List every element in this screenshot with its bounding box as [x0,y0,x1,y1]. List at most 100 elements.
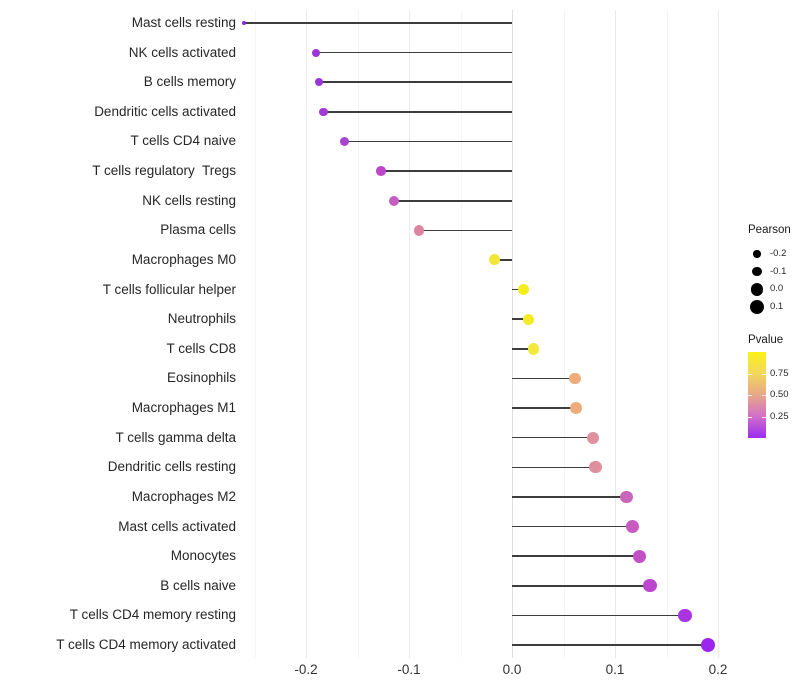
gridline-major [615,10,616,658]
y-axis-label: Macrophages M0 [131,251,236,267]
zero-gridline [512,10,513,658]
y-axis-label: NK cells activated [128,44,236,60]
y-axis-label: Mast cells activated [118,518,236,534]
y-axis-label: B cells naive [160,577,236,593]
gridline-minor [460,10,462,658]
y-axis-label: Eosinophils [166,370,236,386]
y-axis-label: T cells CD4 memory activated [56,637,236,653]
lollipop-stem [381,170,512,172]
lollipop-stem [512,407,576,409]
lollipop-stem [316,51,512,54]
size-legend-dot [750,283,764,296]
gridline-minor [357,10,359,658]
colorbar-tick-label: 0.75 [770,367,789,379]
lollipop-dot [587,431,600,444]
lollipop-stem [494,259,512,261]
lollipop-dot [319,107,328,117]
lollipop-stem [512,496,627,498]
colorbar-tick-mark [762,416,766,418]
lollipop-dot [522,313,535,325]
lollipop-stem [512,377,575,380]
size-legend-label: 0.1 [770,301,784,313]
gridline-major [306,10,307,658]
lollipop-stem [512,466,596,469]
size-legend-label: -0.2 [770,248,787,259]
lollipop-dot [626,520,639,533]
colorbar-tick-mark [748,416,752,418]
legend: Pearson -0.2 -0.1 0.0 0.1 Pvalue 0.75 0.50 0.… [740,218,800,458]
y-axis-label: T cells follicular helper [102,281,236,297]
lollipop-dot [527,343,540,355]
lollipop-dot [312,48,321,57]
y-axis-label: T cells CD4 memory resting [69,607,236,623]
x-axis-tick-label: 0.0 [502,662,522,677]
x-axis-tick-label: -0.1 [397,662,421,677]
lollipop-dot [242,20,247,26]
y-axis-label: B cells memory [143,74,236,90]
lollipop-dot [620,490,633,504]
lollipop-dot [339,136,349,147]
colorbar-tick-mark [748,395,752,396]
y-axis-label: Plasma cells [160,222,236,238]
pvalue-colorbar [748,352,766,438]
lollipop-dot [700,637,715,653]
lollipop-stem [319,81,512,84]
lollipop-stem [512,614,686,617]
plot-panel [242,10,734,658]
size-legend-title: Pearson [748,224,791,236]
x-axis-tick-label: -0.2 [294,662,318,677]
y-axis-label: Monocytes [170,548,236,564]
lollipop-dot [414,225,425,236]
lollipop-dot [488,254,500,266]
lollipop-dot [643,579,657,593]
lollipop-stem [512,318,529,320]
lollipop-dot [568,372,581,385]
y-axis-label: NK cells resting [142,192,236,208]
lollipop-stem [512,288,524,291]
lollipop-dot [569,402,582,414]
x-axis-tick-label: 0.1 [605,662,625,677]
y-axis-label: T cells CD8 [166,340,236,356]
lollipop-stem [512,436,594,439]
lollipop-dot [517,283,529,296]
colorbar-tick-mark [762,373,766,375]
y-axis-label: Dendritic cells resting [107,459,236,475]
lollipop-dot [633,549,647,563]
y-axis-label: T cells regulatory Tregs [92,163,236,179]
y-axis-label: Macrophages M1 [131,400,236,416]
colorbar-tick-label: 0.50 [770,389,789,400]
gridline-major [409,10,410,658]
gridline-major [718,10,719,658]
lollipop-stem [512,584,651,587]
colorbar-tick-label: 0.25 [770,410,789,422]
size-legend-dot [753,250,761,258]
y-axis-label: T cells gamma delta [115,429,236,445]
lollipop-dot [376,166,387,176]
colorbar-tick-mark [762,395,766,396]
lollipop-dot [678,608,692,623]
lollipop-dot [388,195,399,206]
lollipop-stem [393,199,512,202]
lollipop-stem [512,348,534,350]
lollipop-stem [244,22,512,24]
size-legend-dot [752,267,762,277]
gridline-minor [254,10,256,658]
lollipop-stem [512,644,708,646]
y-axis-label: Macrophages M2 [131,488,236,504]
y-axis-label: Mast cells resting [131,15,236,30]
y-axis-label: Neutrophils [167,311,236,327]
size-legend-label: -0.1 [770,265,787,277]
gridline-minor [666,10,668,658]
lollipop-stem [419,229,512,232]
lollipop-stem [512,555,640,557]
gridline-minor [563,10,565,658]
y-axis-label: T cells CD4 naive [130,133,236,149]
colorbar-tick-mark [748,373,752,375]
lollipop-stem [323,111,512,113]
x-axis-tick-label: 0.2 [708,662,728,677]
lollipop-stem [344,140,512,143]
size-legend-dot [750,300,764,315]
lollipop-dot [589,461,602,474]
lollipop-stem [512,525,633,528]
